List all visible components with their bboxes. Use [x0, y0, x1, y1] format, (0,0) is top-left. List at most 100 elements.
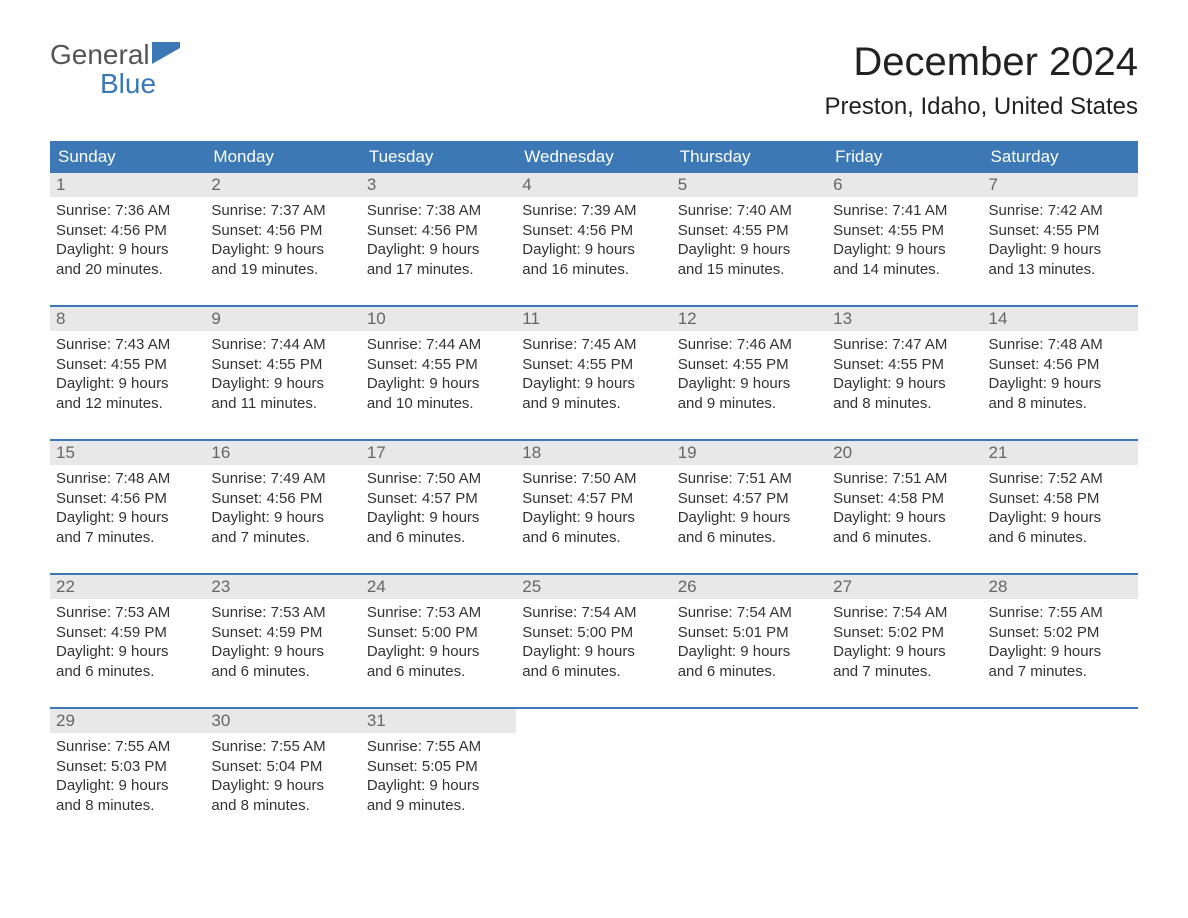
day-line: Sunrise: 7:55 AM: [989, 603, 1132, 623]
day-number: 12: [672, 307, 827, 331]
day-line: Sunrise: 7:51 AM: [833, 469, 976, 489]
day-content: Sunrise: 7:45 AMSunset: 4:55 PMDaylight:…: [516, 331, 671, 417]
day-line: Sunrise: 7:50 AM: [367, 469, 510, 489]
day-line: Sunset: 4:55 PM: [678, 355, 821, 375]
day-line: and 15 minutes.: [678, 260, 821, 280]
day-content: Sunrise: 7:55 AMSunset: 5:03 PMDaylight:…: [50, 733, 205, 819]
day-line: and 6 minutes.: [678, 528, 821, 548]
day-number: 25: [516, 575, 671, 599]
calendar-day: 15Sunrise: 7:48 AMSunset: 4:56 PMDayligh…: [50, 441, 205, 561]
calendar-day: 10Sunrise: 7:44 AMSunset: 4:55 PMDayligh…: [361, 307, 516, 427]
day-line: Daylight: 9 hours: [522, 240, 665, 260]
day-line: and 6 minutes.: [522, 528, 665, 548]
day-line: and 8 minutes.: [56, 796, 199, 816]
day-line: and 9 minutes.: [367, 796, 510, 816]
day-line: and 7 minutes.: [56, 528, 199, 548]
calendar-day: 5 Sunrise: 7:40 AMSunset: 4:55 PMDaylight…: [672, 173, 827, 293]
day-line: Sunrise: 7:55 AM: [211, 737, 354, 757]
day-line: Sunrise: 7:53 AM: [56, 603, 199, 623]
calendar-day: 17 Sunrise: 7:50 AMSunset: 4:57 PMDayligh…: [361, 441, 516, 561]
day-line: and 6 minutes.: [522, 662, 665, 682]
day-line: Sunset: 4:58 PM: [989, 489, 1132, 509]
day-number: 3: [361, 173, 516, 197]
calendar-day: 12Sunrise: 7:46 AMSunset: 4:55 PMDayligh…: [672, 307, 827, 427]
calendar-day: 1Sunrise: 7:36 AMSunset: 4:56 PMDaylight…: [50, 173, 205, 293]
day-line: Sunrise: 7:36 AM: [56, 201, 199, 221]
day-line: Sunrise: 7:52 AM: [989, 469, 1132, 489]
day-line: Daylight: 9 hours: [56, 374, 199, 394]
day-line: Daylight: 9 hours: [367, 374, 510, 394]
day-number: 2: [205, 173, 360, 197]
day-line: Sunset: 4:57 PM: [522, 489, 665, 509]
day-line: Sunset: 4:56 PM: [211, 221, 354, 241]
day-line: Sunset: 4:56 PM: [56, 489, 199, 509]
calendar-day: [827, 709, 982, 829]
day-line: and 19 minutes.: [211, 260, 354, 280]
day-number: 26: [672, 575, 827, 599]
calendar-day: [516, 709, 671, 829]
day-content: Sunrise: 7:53 AMSunset: 4:59 PMDaylight:…: [205, 599, 360, 685]
day-number: 4: [516, 173, 671, 197]
day-line: Daylight: 9 hours: [678, 642, 821, 662]
calendar-day: 6Sunrise: 7:41 AMSunset: 4:55 PMDaylight…: [827, 173, 982, 293]
day-line: Sunrise: 7:54 AM: [678, 603, 821, 623]
calendar-day: 30Sunrise: 7:55 AMSunset: 5:04 PMDayligh…: [205, 709, 360, 829]
day-line: Daylight: 9 hours: [211, 642, 354, 662]
day-line: and 6 minutes.: [833, 528, 976, 548]
day-line: Sunrise: 7:38 AM: [367, 201, 510, 221]
day-line: Sunrise: 7:53 AM: [367, 603, 510, 623]
day-line: and 6 minutes.: [56, 662, 199, 682]
day-line: and 8 minutes.: [833, 394, 976, 414]
day-line: Sunrise: 7:54 AM: [833, 603, 976, 623]
day-number: 22: [50, 575, 205, 599]
day-line: Sunset: 4:57 PM: [367, 489, 510, 509]
calendar-day: 26Sunrise: 7:54 AMSunset: 5:01 PMDayligh…: [672, 575, 827, 695]
day-number: 11: [516, 307, 671, 331]
day-content: Sunrise: 7:38 AMSunset: 4:56 PMDaylight:…: [361, 197, 516, 283]
day-line: and 6 minutes.: [678, 662, 821, 682]
day-line: Sunset: 4:55 PM: [211, 355, 354, 375]
day-number: 17: [361, 441, 516, 465]
day-line: Daylight: 9 hours: [56, 642, 199, 662]
calendar-day: 19Sunrise: 7:51 AMSunset: 4:57 PMDayligh…: [672, 441, 827, 561]
day-content: Sunrise: 7:44 AMSunset: 4:55 PMDaylight:…: [361, 331, 516, 417]
day-line: Sunrise: 7:43 AM: [56, 335, 199, 355]
day-content: Sunrise: 7:51 AMSunset: 4:57 PMDaylight:…: [672, 465, 827, 551]
day-number: 29: [50, 709, 205, 733]
day-line: Sunset: 4:55 PM: [678, 221, 821, 241]
week-row: 22Sunrise: 7:53 AMSunset: 4:59 PMDayligh…: [50, 573, 1138, 695]
day-line: Sunrise: 7:48 AM: [989, 335, 1132, 355]
day-content: Sunrise: 7:48 AMSunset: 4:56 PMDaylight:…: [983, 331, 1138, 417]
day-line: and 9 minutes.: [522, 394, 665, 414]
day-line: Daylight: 9 hours: [833, 642, 976, 662]
day-number: 28: [983, 575, 1138, 599]
day-line: Daylight: 9 hours: [989, 508, 1132, 528]
day-line: Sunrise: 7:41 AM: [833, 201, 976, 221]
day-line: Sunset: 4:55 PM: [833, 221, 976, 241]
day-line: and 17 minutes.: [367, 260, 510, 280]
day-number: 30: [205, 709, 360, 733]
day-line: Daylight: 9 hours: [989, 240, 1132, 260]
day-number: 14: [983, 307, 1138, 331]
day-line: Sunset: 4:57 PM: [678, 489, 821, 509]
day-header: Friday: [827, 141, 982, 173]
day-line: Daylight: 9 hours: [56, 240, 199, 260]
day-number: 5: [672, 173, 827, 197]
day-content: Sunrise: 7:49 AMSunset: 4:56 PMDaylight:…: [205, 465, 360, 551]
day-line: Sunrise: 7:46 AM: [678, 335, 821, 355]
day-line: Sunset: 5:02 PM: [833, 623, 976, 643]
day-line: Daylight: 9 hours: [678, 240, 821, 260]
day-line: Sunrise: 7:50 AM: [522, 469, 665, 489]
day-line: Sunrise: 7:44 AM: [367, 335, 510, 355]
day-line: and 13 minutes.: [989, 260, 1132, 280]
day-line: Daylight: 9 hours: [522, 508, 665, 528]
day-line: Sunset: 4:56 PM: [211, 489, 354, 509]
day-line: Sunset: 5:05 PM: [367, 757, 510, 777]
day-line: Daylight: 9 hours: [367, 508, 510, 528]
day-content: Sunrise: 7:48 AMSunset: 4:56 PMDaylight:…: [50, 465, 205, 551]
day-number: 10: [361, 307, 516, 331]
day-header: Wednesday: [516, 141, 671, 173]
day-line: Sunrise: 7:37 AM: [211, 201, 354, 221]
day-line: Sunrise: 7:40 AM: [678, 201, 821, 221]
day-line: Sunset: 4:56 PM: [522, 221, 665, 241]
